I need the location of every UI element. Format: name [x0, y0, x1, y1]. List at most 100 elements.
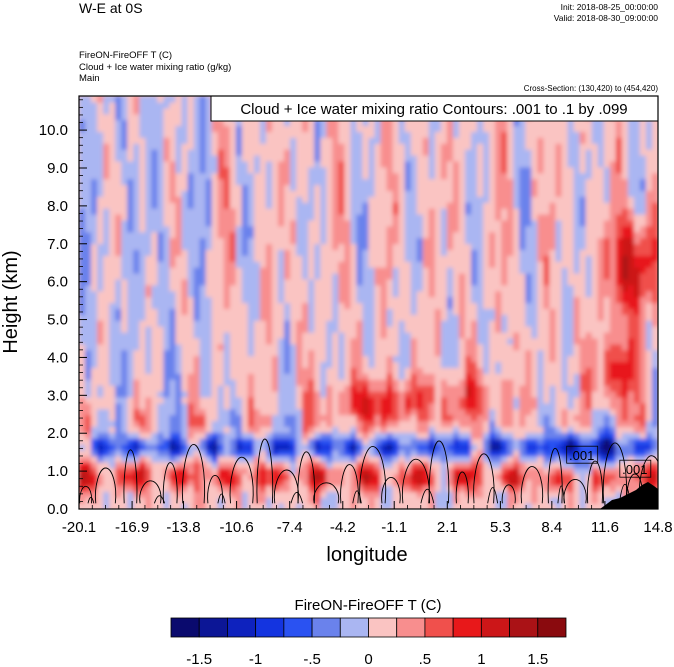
field-cell	[645, 432, 653, 439]
field-cell	[356, 243, 364, 250]
field-cell	[278, 414, 285, 422]
field-cell	[465, 202, 472, 209]
field-cell	[272, 231, 279, 239]
field-cell	[465, 231, 472, 239]
field-cell	[398, 361, 406, 368]
field-cell	[187, 296, 195, 304]
field-cell	[350, 438, 358, 445]
field-cell	[169, 450, 177, 457]
field-cell	[507, 302, 514, 309]
field-cell	[374, 373, 382, 380]
field-cell	[181, 290, 189, 298]
field-cell	[332, 278, 339, 286]
field-cell	[422, 355, 430, 363]
field-cell	[181, 485, 189, 492]
field-cell	[362, 219, 370, 227]
field-cell	[525, 337, 532, 345]
field-cell	[241, 202, 249, 209]
field-cell	[501, 391, 508, 398]
field-cell	[109, 255, 116, 262]
field-cell	[302, 237, 309, 245]
field-cell	[265, 485, 273, 492]
field-cell	[85, 249, 92, 256]
field-cell	[404, 420, 412, 427]
field-cell	[609, 278, 617, 286]
field-cell	[175, 320, 183, 327]
field-cell	[163, 450, 171, 457]
field-cell	[458, 414, 466, 422]
field-cell	[597, 296, 605, 304]
field-cell	[477, 320, 484, 327]
field-cell	[205, 473, 213, 481]
field-cell	[609, 479, 617, 486]
field-cell	[320, 302, 327, 309]
field-cell	[567, 385, 575, 392]
field-cell	[157, 284, 165, 292]
field-cell	[121, 450, 128, 457]
field-cell	[392, 208, 400, 215]
field-cell	[591, 503, 599, 509]
field-cell	[404, 320, 412, 327]
field-cell	[561, 249, 569, 256]
field-cell	[579, 302, 587, 309]
field-cell	[477, 314, 484, 321]
field-cell	[477, 249, 484, 256]
field-cell	[645, 243, 653, 250]
field-cell	[495, 243, 502, 250]
field-cell	[193, 225, 201, 233]
field-cell	[543, 420, 551, 427]
field-cell	[525, 402, 532, 410]
field-cell	[272, 249, 279, 256]
field-cell	[175, 225, 183, 233]
field-cell	[187, 402, 195, 410]
field-cell	[627, 273, 635, 280]
field-cell	[127, 231, 134, 239]
field-cell	[85, 231, 92, 239]
field-cell	[187, 278, 195, 286]
field-cell	[639, 278, 647, 286]
field-cell	[314, 261, 321, 268]
field-cell	[247, 485, 255, 492]
field-cell	[247, 261, 255, 268]
field-cell	[471, 467, 478, 475]
field-cell	[428, 420, 436, 427]
field-cell	[483, 473, 490, 481]
field-cell	[513, 438, 520, 445]
field-cell	[314, 337, 321, 345]
field-cell	[519, 444, 526, 451]
field-cell	[284, 267, 291, 274]
field-cell	[531, 255, 538, 262]
field-cell	[452, 426, 460, 433]
field-cell	[495, 290, 502, 298]
field-cell	[495, 326, 502, 333]
field-cell	[404, 296, 412, 304]
field-cell	[350, 414, 358, 422]
field-cell	[645, 278, 653, 286]
field-cell	[446, 202, 454, 209]
field-cell	[163, 314, 171, 321]
field-cell	[302, 308, 309, 315]
field-cell	[645, 343, 653, 351]
field-cell	[338, 337, 345, 345]
field-cell	[386, 225, 394, 233]
field-cell	[537, 284, 545, 292]
field-cell	[145, 337, 152, 345]
field-cell	[422, 385, 430, 392]
field-cell	[362, 243, 370, 250]
field-cell	[603, 243, 611, 250]
field-cell	[465, 503, 472, 509]
field-cell	[458, 290, 466, 298]
field-cell	[489, 219, 496, 227]
field-cell	[483, 438, 490, 445]
field-cell	[362, 225, 370, 233]
field-cell	[639, 420, 647, 427]
field-cell	[603, 326, 611, 333]
field-cell	[139, 396, 146, 404]
field-cell	[296, 479, 303, 486]
field-cell	[133, 231, 140, 239]
field-cell	[392, 491, 400, 498]
field-cell	[513, 278, 520, 286]
field-cell	[302, 355, 309, 363]
field-cell	[651, 467, 658, 475]
field-cell	[501, 432, 508, 439]
